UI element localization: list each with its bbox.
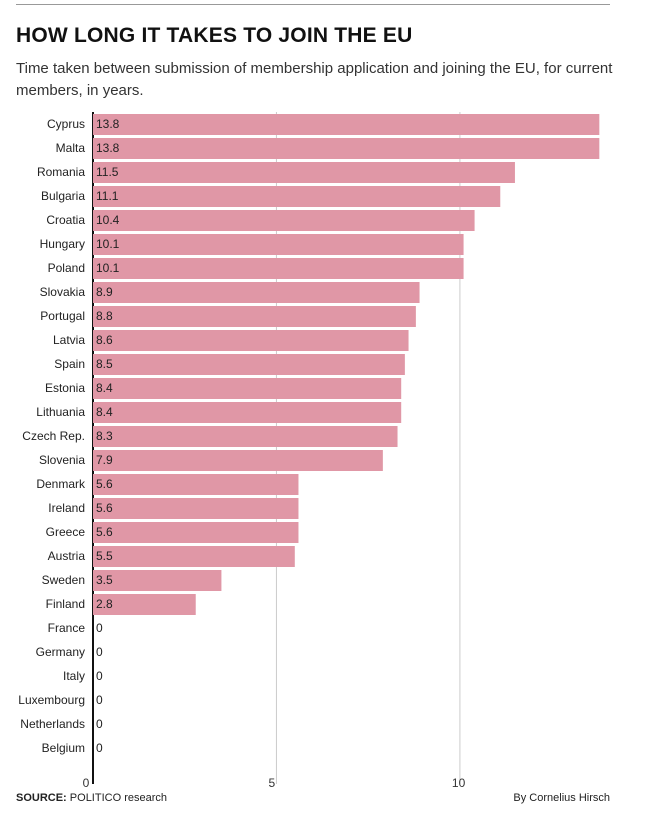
bar: [93, 306, 416, 327]
data-label: 10.4: [96, 213, 120, 227]
category-label: Cyprus: [47, 117, 85, 131]
bar: [93, 402, 402, 423]
data-label: 5.6: [96, 525, 113, 539]
bar: [93, 546, 295, 567]
bar: [93, 378, 402, 399]
category-label: Italy: [63, 669, 85, 683]
category-label: Austria: [48, 549, 86, 563]
source-text: POLITICO research: [69, 792, 167, 804]
data-label: 0: [96, 717, 103, 731]
category-label: Luxembourg: [18, 693, 85, 707]
bar: [93, 522, 299, 543]
bar: [93, 138, 600, 159]
data-label: 8.8: [96, 309, 113, 323]
bars: [93, 114, 600, 615]
chart-subtitle: Time taken between submission of members…: [16, 60, 613, 99]
data-label: 8.9: [96, 285, 113, 299]
data-label: 0: [96, 645, 103, 659]
category-label: Bulgaria: [41, 189, 85, 203]
category-label: Netherlands: [20, 717, 85, 731]
data-label: 8.6: [96, 333, 113, 347]
data-label: 2.8: [96, 597, 113, 611]
category-label: Romania: [37, 165, 85, 179]
data-label: 5.6: [96, 477, 113, 491]
x-tick-label: 0: [83, 776, 90, 790]
bar: [93, 282, 420, 303]
x-tick-label: 5: [268, 776, 275, 790]
data-label: 13.8: [96, 141, 120, 155]
bar: [93, 450, 383, 471]
data-label: 8.4: [96, 381, 113, 395]
category-label: Spain: [54, 357, 85, 371]
category-label: Ireland: [48, 501, 85, 515]
bar: [93, 330, 409, 351]
data-label: 0: [96, 621, 103, 635]
category-label: Denmark: [36, 477, 86, 491]
category-label: Lithuania: [36, 405, 85, 419]
data-label: 10.1: [96, 261, 120, 275]
category-label: Latvia: [53, 333, 85, 347]
bar: [93, 354, 405, 375]
category-label: Czech Rep.: [22, 429, 85, 443]
bar: [93, 426, 398, 447]
source-label: SOURCE:: [16, 792, 67, 804]
data-label: 7.9: [96, 453, 113, 467]
category-label: Slovenia: [39, 453, 85, 467]
data-label: 5.6: [96, 501, 113, 515]
data-label: 3.5: [96, 573, 113, 587]
category-label: Hungary: [40, 237, 85, 251]
top-rule: [16, 4, 610, 5]
bar: [93, 594, 196, 615]
bar: [93, 162, 515, 183]
labels: 0 5 10 Cyprus 13.8 Malta 13.8 Romania 11.5 Bulgar…: [18, 117, 465, 790]
data-label: 8.4: [96, 405, 113, 419]
data-label: 11.5: [96, 165, 119, 179]
bar: [93, 498, 299, 519]
bar: [93, 114, 600, 135]
bar: [93, 570, 222, 591]
category-label: Greece: [46, 525, 86, 539]
data-label: 0: [96, 741, 103, 755]
bar: [93, 210, 475, 231]
chart-title: HOW LONG IT TAKES TO JOIN THE EU: [16, 24, 413, 47]
bar: [93, 234, 464, 255]
category-label: Finland: [46, 597, 85, 611]
category-label: Croatia: [46, 213, 85, 227]
data-label: 10.1: [96, 237, 120, 251]
category-label: Sweden: [42, 573, 85, 587]
bar: [93, 186, 501, 207]
author-credit: By Cornelius Hirsch: [513, 792, 610, 804]
data-label: 0: [96, 669, 103, 683]
category-label: Poland: [48, 261, 85, 275]
category-label: Estonia: [45, 381, 85, 395]
category-label: Belgium: [42, 741, 85, 755]
category-label: Portugal: [40, 309, 85, 323]
category-label: Slovakia: [40, 285, 86, 299]
x-tick-label: 10: [452, 776, 466, 790]
data-label: 8.5: [96, 357, 113, 371]
data-label: 8.3: [96, 429, 113, 443]
category-label: France: [48, 621, 86, 635]
data-label: 11.1: [96, 189, 119, 203]
bar: [93, 474, 299, 495]
source-note: SOURCE: POLITICO research: [16, 792, 167, 804]
bar: [93, 258, 464, 279]
data-label: 13.8: [96, 117, 120, 131]
data-label: 0: [96, 693, 103, 707]
category-label: Malta: [56, 141, 86, 155]
category-label: Germany: [36, 645, 85, 659]
data-label: 5.5: [96, 549, 113, 563]
